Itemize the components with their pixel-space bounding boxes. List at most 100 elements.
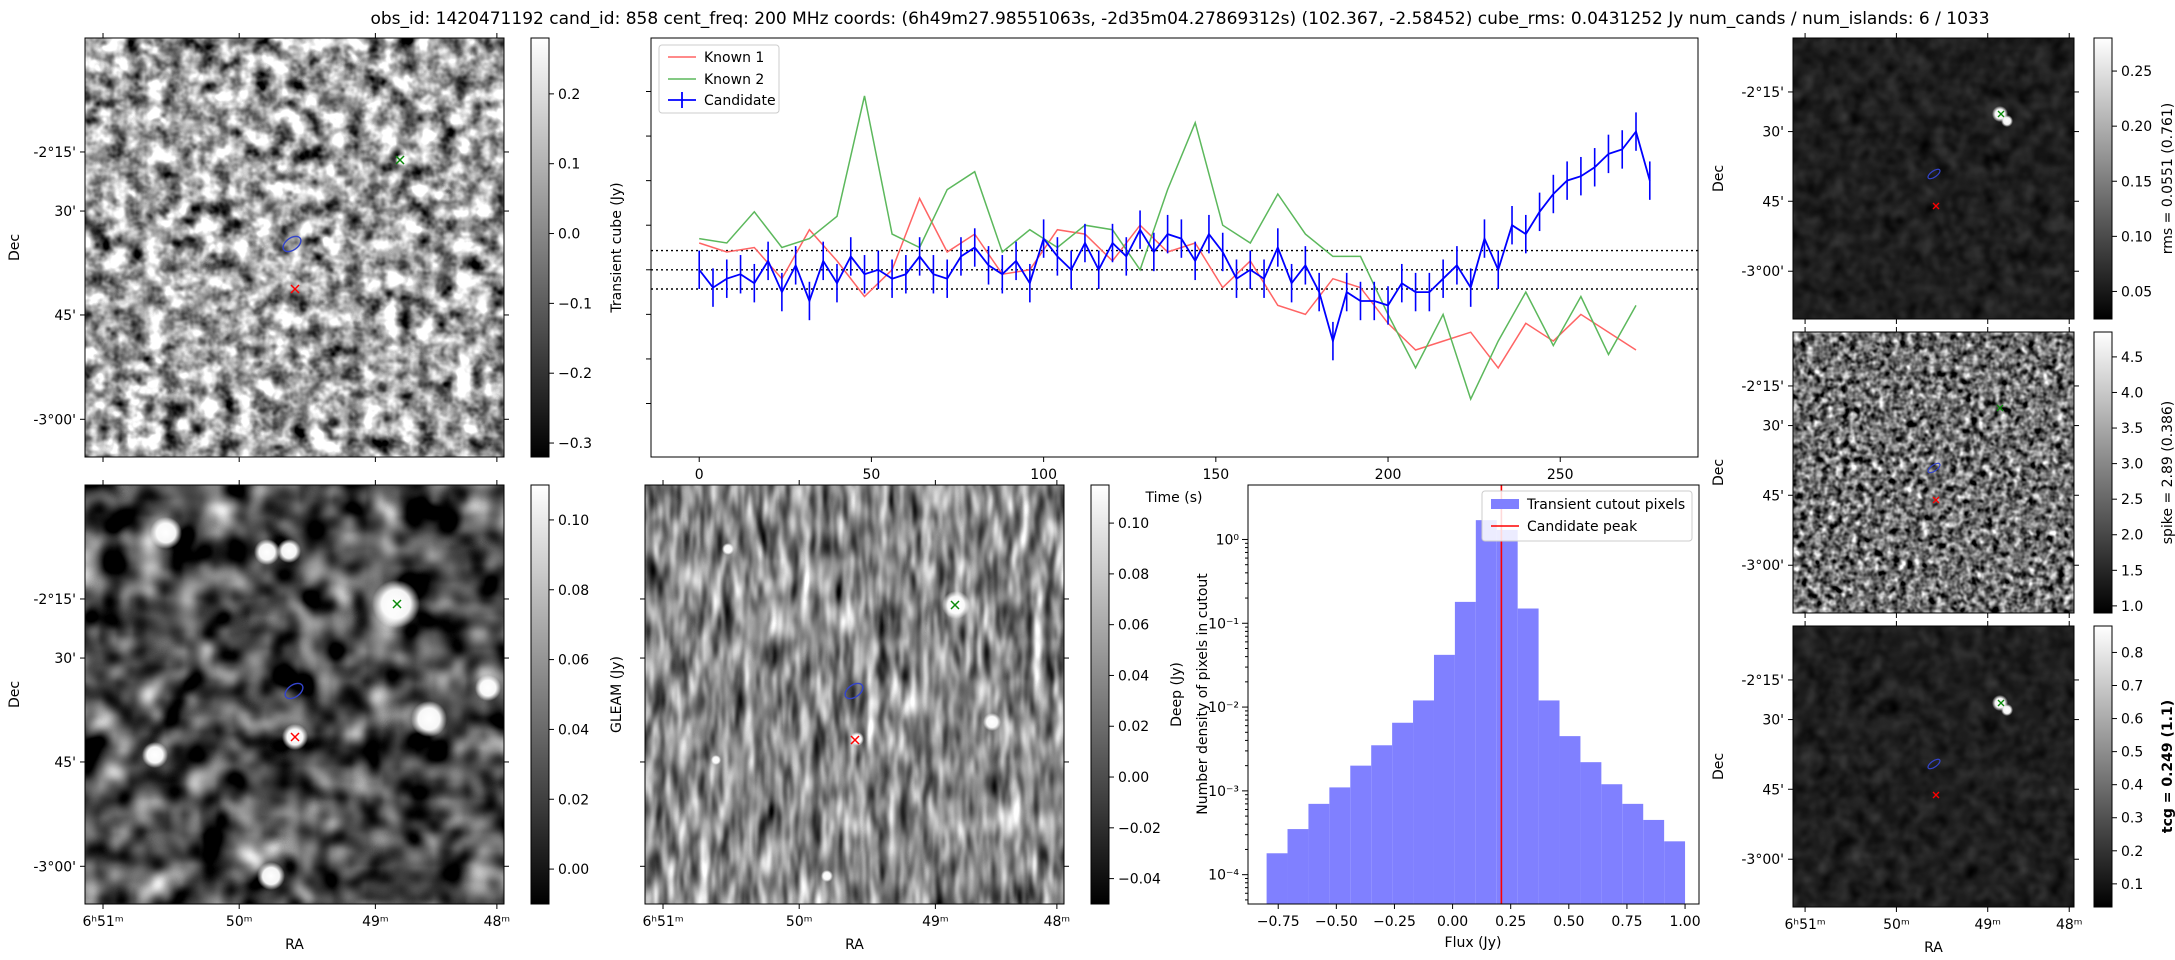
dec-tick-label: 30'	[1762, 125, 1784, 141]
transient-image-panel	[84, 37, 505, 458]
lightcurve-legend: Known 1 Known 2 Candidate	[658, 44, 780, 114]
colorbar-tick-label: 0.25	[2121, 64, 2152, 80]
dec-tick-label: -3°00'	[33, 412, 76, 428]
legend-known-1: Known 1	[704, 50, 764, 66]
histogram-xlabel: Flux (Jy)	[1445, 935, 1502, 951]
dec-axis-label: Dec	[1711, 753, 1727, 780]
gleam-axes: 6ʰ51ᵐ 50ᵐ 49ᵐ 48ᵐ -2°15' 30' 45' -3°00' Dec RA	[7, 480, 510, 953]
colorbar-tick-label: 0.00	[1118, 770, 1149, 786]
colorbar-tick-label: 4.0	[2121, 385, 2143, 401]
dec-tick-label: 30'	[1762, 713, 1784, 729]
colorbar-tick-label: 3.0	[2121, 457, 2143, 473]
dec-tick-label: -3°00'	[33, 859, 76, 875]
colorbar-tick-label: 0.3	[2121, 811, 2143, 827]
colorbar-label: Transient cube (Jy)	[609, 182, 625, 313]
deep-colorbar: 0.10 0.08 0.06 0.04 0.02 0.00 −0.02 −0.04 Deep (…	[1090, 484, 1185, 905]
x-tick-label: 0.00	[1437, 914, 1468, 930]
ra-tick-label: 49ᵐ	[1974, 917, 2001, 933]
x-tick-label: −0.25	[1373, 914, 1416, 930]
histogram-bar	[1308, 803, 1330, 904]
transient-axes: -2°15' 30' 45' -3°00' Dec	[7, 33, 509, 462]
colorbar-tick-label: 0.8	[2121, 645, 2143, 661]
colorbar-tick-label: 0.06	[558, 653, 589, 669]
y-tick-label: 10⁻⁴	[1208, 868, 1239, 884]
lightcurve-chart: 0 50 100 150 200 250 Time (s) Known 1 Known 2…	[646, 37, 1699, 506]
tcg-axes: 6ʰ51ᵐ 50ᵐ 49ᵐ 48ᵐ -2°15' 30' 45' -3°00' Dec RA	[1711, 621, 2082, 956]
lightcurve-axes: 0 50 100 150 200 250	[646, 90, 1574, 483]
known-source-marker	[950, 600, 960, 610]
candidate-position-marker	[1932, 202, 1940, 210]
legend-known-2: Known 2	[704, 72, 764, 88]
colorbar-tick-label: 0.10	[1118, 516, 1149, 532]
y-tick-label: 10⁻³	[1208, 784, 1239, 800]
deep-image-panel	[644, 484, 1065, 905]
dec-tick-label: -2°15'	[1741, 379, 1784, 395]
histogram-bar	[1266, 853, 1288, 904]
colorbar-tick-label: −0.2	[558, 366, 592, 382]
colorbar-tick-label: −0.02	[1118, 821, 1161, 837]
dec-axis-label: Dec	[1711, 459, 1727, 486]
known-source-marker	[1997, 110, 2005, 118]
histogram-bar	[1329, 787, 1351, 904]
colorbar-tick-label: 0.08	[558, 583, 589, 599]
histogram-bar	[1559, 736, 1581, 904]
colorbar-label: spike = 2.89 (0.386)	[2160, 401, 2175, 545]
spike-axes: -2°15' 30' 45' -3°00' Dec	[1711, 327, 2079, 618]
candidate-region-contour	[1927, 758, 1941, 770]
histogram-bar	[1664, 841, 1686, 904]
x-tick-label: 0.25	[1495, 914, 1526, 930]
ra-tick-label: 48ᵐ	[484, 914, 511, 930]
dec-tick-label: -2°15'	[1741, 85, 1784, 101]
lightcurve-series	[698, 95, 1651, 402]
dec-tick-label: 45'	[54, 755, 76, 771]
colorbar-label: Deep (Jy)	[1169, 662, 1185, 727]
known-source-marker	[1996, 404, 2004, 412]
deep-axes: 6ʰ51ᵐ 50ᵐ 49ᵐ 48ᵐ RA	[640, 480, 1070, 953]
histogram-bar	[1371, 745, 1393, 904]
gleam-image-panel	[84, 484, 505, 905]
x-tick-label: 0.50	[1553, 914, 1584, 930]
colorbar-tick-label: 0.08	[1118, 567, 1149, 583]
colorbar-tick-label: 0.2	[558, 87, 580, 103]
dec-tick-label: -2°15'	[33, 145, 76, 161]
colorbar-label: rms = 0.0551 (0.761)	[2160, 103, 2175, 255]
dec-axis-label: Dec	[7, 234, 23, 261]
x-tick-label: 1.00	[1669, 914, 1700, 930]
colorbar-tick-label: 2.0	[2121, 528, 2143, 544]
colorbar-tick-label: 0.02	[558, 792, 589, 808]
colorbar-tick-label: 0.7	[2121, 679, 2143, 695]
histogram-bar	[1287, 829, 1309, 904]
ra-tick-label: 50ᵐ	[786, 914, 813, 930]
histogram-legend: Transient cutout pixels Candidate peak	[1481, 490, 1693, 542]
colorbar-tick-label: 0.04	[558, 722, 589, 738]
dec-tick-label: -2°15'	[33, 592, 76, 608]
histogram-bar	[1517, 608, 1539, 904]
histogram-bar	[1475, 520, 1497, 904]
colorbar-tick-label: 3.5	[2121, 421, 2143, 437]
candidate-region-contour	[1927, 168, 1941, 180]
histogram-bar	[1496, 529, 1518, 904]
rms-axes: -2°15' 30' 45' -3°00' Dec	[1711, 33, 2079, 324]
colorbar-tick-label: −0.1	[558, 296, 592, 312]
histogram-bar	[1350, 765, 1372, 904]
candidate-position-marker	[1932, 791, 1940, 799]
histogram-bar	[1538, 700, 1560, 904]
colorbar-tick-label: 0.6	[2121, 712, 2143, 728]
histogram-ylabel: Number density of pixels in cutout	[1195, 573, 1211, 815]
y-tick-label: 10⁰	[1216, 532, 1240, 548]
histogram-bar	[1643, 819, 1665, 904]
x-tick-label: 150	[1202, 467, 1229, 483]
colorbar-tick-label: 0.10	[2121, 229, 2152, 245]
legend-candidate: Candidate	[704, 93, 776, 109]
y-tick-label: 10⁻¹	[1208, 616, 1239, 632]
x-tick-label: 250	[1547, 467, 1574, 483]
colorbar-tick-label: 0.2	[2121, 844, 2143, 860]
histogram-bar	[1622, 803, 1644, 904]
spike-colorbar: 4.5 4.0 3.5 3.0 2.5 2.0 1.5 1.0 spike = 2.89 (0.…	[2093, 331, 2175, 615]
transient-colorbar: 0.2 0.1 0.0 −0.1 −0.2 −0.3 Transient cube (Jy)	[530, 37, 625, 458]
ra-axis-label: RA	[845, 937, 864, 953]
tcg-image-panel	[1792, 625, 2075, 908]
colorbar-tick-label: 0.06	[1118, 618, 1149, 634]
ra-axis-label: RA	[285, 937, 304, 953]
known-source-marker	[1997, 699, 2005, 707]
